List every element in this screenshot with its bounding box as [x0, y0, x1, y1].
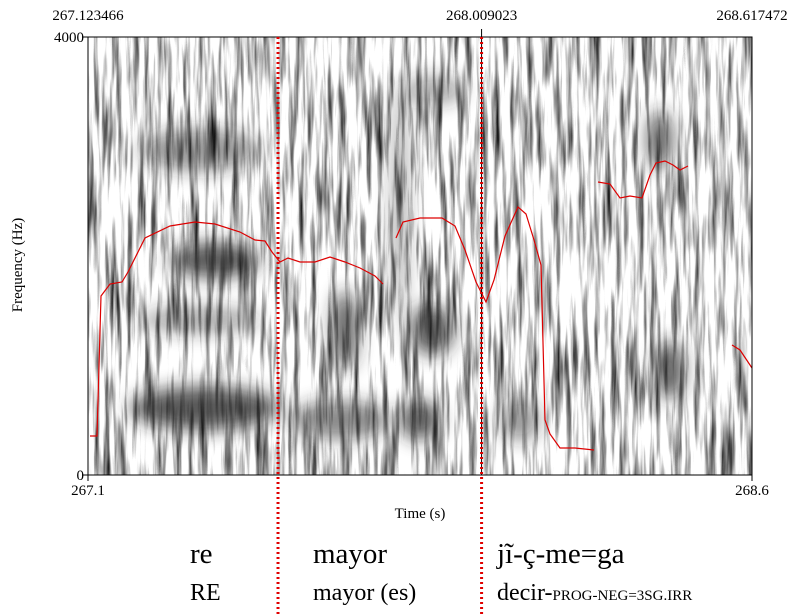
pitch-track	[731, 344, 752, 369]
window-start-label: 267.123466	[52, 8, 124, 24]
x-axis-label: Time (s)	[395, 506, 446, 522]
gloss-line: RE	[190, 580, 221, 606]
gloss-part: decir-	[497, 580, 552, 606]
cursor-label: 268.009023	[446, 8, 517, 24]
gloss-word: re	[190, 538, 213, 570]
window-end-label: 268.617472	[716, 8, 787, 24]
gloss-part: mayor (es)	[313, 580, 416, 606]
y-tick-label: 0	[77, 468, 85, 484]
x-tick-label: 268.6	[735, 483, 769, 499]
gloss-word: jĩ-ç-me=ga	[496, 538, 625, 570]
gloss-part: PROG-NEG=3SG.IRR	[552, 588, 692, 604]
pitch-track	[597, 160, 689, 199]
pitch-track	[395, 206, 595, 451]
x-tick-label: 267.1	[71, 483, 105, 499]
pitch-track	[90, 221, 384, 437]
gloss-line: decir-PROG-NEG=3SG.IRR	[497, 580, 692, 606]
spectrogram	[88, 37, 752, 475]
gloss-word: mayor	[313, 538, 387, 570]
y-axis-label: Frequency (Hz)	[10, 218, 26, 313]
plot-frame	[87, 36, 753, 476]
gloss-part: RE	[190, 580, 221, 606]
y-tick-label: 4000	[54, 30, 84, 46]
gloss-line: mayor (es)	[313, 580, 416, 606]
